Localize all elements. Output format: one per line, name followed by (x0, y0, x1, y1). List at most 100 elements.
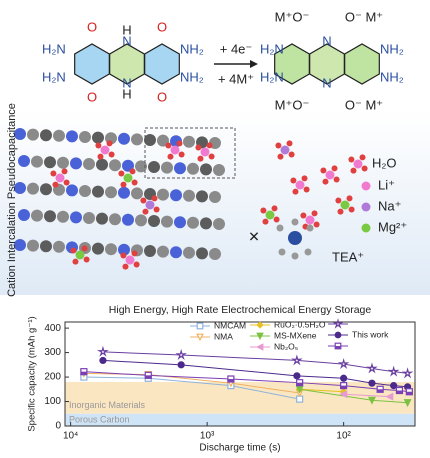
atom (187, 216, 199, 229)
atom (70, 157, 82, 170)
cation (340, 200, 350, 210)
legend-label: MS-MXene (274, 330, 317, 340)
water (120, 252, 127, 259)
water (320, 167, 327, 174)
water (122, 263, 129, 270)
water (83, 256, 90, 263)
water (271, 205, 278, 212)
atom (200, 217, 212, 230)
water (348, 156, 355, 163)
y-tick-label: 300 (44, 347, 61, 358)
marker (196, 322, 204, 330)
marker-fill (145, 375, 152, 379)
ion-legend: Na⁺ (378, 198, 401, 213)
water (70, 247, 77, 254)
marker (368, 379, 376, 387)
atom (144, 245, 156, 257)
atom (118, 186, 130, 199)
marker (196, 333, 204, 342)
water (97, 153, 104, 160)
nitrogen: N (122, 75, 131, 90)
water (301, 175, 308, 182)
cation (353, 159, 363, 169)
water (208, 153, 215, 160)
legend-label: NMCAM (214, 320, 246, 330)
atom (40, 129, 52, 142)
cation (100, 145, 110, 155)
amine: NH₂ (180, 41, 204, 56)
water (290, 177, 297, 184)
ion-legend: Li⁺ (378, 177, 395, 192)
cation (170, 145, 180, 155)
atom (122, 213, 134, 226)
atom (131, 187, 143, 200)
marker (337, 357, 350, 370)
atom (118, 132, 130, 145)
ring (144, 43, 180, 85)
x-tick-label: 10² (336, 431, 351, 442)
cation (145, 200, 155, 210)
chart: Inorganic Materials Porous Carbon 0 100 200 3… (44, 318, 416, 442)
plot-frame (64, 321, 416, 427)
atom (27, 182, 39, 195)
atom (157, 245, 169, 258)
amine: H₂N (42, 69, 66, 84)
marker (401, 367, 414, 379)
atom (96, 212, 108, 225)
region-label: Inorganic Materials (69, 400, 146, 410)
cation (265, 210, 275, 220)
marker (256, 332, 264, 341)
water (63, 179, 70, 186)
water (206, 142, 213, 149)
atom (105, 186, 117, 199)
atom (187, 162, 199, 175)
marker (390, 382, 398, 390)
atom (96, 158, 108, 171)
amine: NH₂ (380, 41, 404, 56)
atom (135, 214, 147, 227)
atom (57, 210, 69, 223)
cation (305, 215, 315, 225)
atom (135, 160, 147, 173)
water (72, 258, 79, 265)
marker (255, 343, 264, 351)
water (178, 151, 185, 158)
atom (109, 213, 121, 226)
marker (293, 372, 301, 380)
product-anion: M⁺O⁻ (275, 97, 310, 112)
water (131, 179, 138, 186)
water (361, 165, 368, 172)
oxygen: O (87, 89, 97, 104)
atom (18, 209, 30, 221)
marker (334, 331, 342, 339)
atom (109, 159, 121, 172)
product-anion: O⁻ M⁺ (345, 97, 383, 112)
water (350, 167, 357, 174)
water (129, 168, 136, 175)
nitrogen: N (322, 75, 331, 90)
ring (344, 43, 380, 85)
arrow-head (250, 60, 258, 68)
water (95, 142, 102, 149)
molecules (74, 43, 380, 85)
marker-fill (80, 371, 87, 375)
legend-dot (361, 181, 371, 191)
atom (70, 211, 82, 224)
atom (14, 239, 26, 251)
atom (200, 163, 212, 176)
water (153, 206, 160, 213)
y-axis-label: Specific capacity (mAh g⁻¹) (27, 316, 38, 431)
product-anion: O⁻ M⁺ (345, 9, 383, 24)
ion-legend: H₂O (372, 155, 397, 170)
atom (161, 161, 173, 174)
atom (174, 216, 186, 229)
atom (14, 182, 26, 194)
y-tick-label: 400 (44, 323, 61, 334)
water (50, 170, 57, 177)
water (260, 207, 267, 214)
atom (53, 240, 65, 253)
water (335, 197, 342, 204)
marker (97, 345, 109, 357)
water (359, 154, 366, 161)
water (346, 195, 353, 202)
